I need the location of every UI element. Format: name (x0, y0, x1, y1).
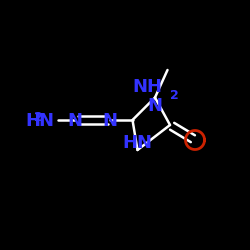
Text: 2: 2 (170, 89, 179, 102)
Text: 2: 2 (34, 111, 42, 124)
Text: HN: HN (122, 134, 152, 152)
Text: N: N (102, 112, 118, 130)
Text: H: H (25, 112, 40, 130)
Text: N: N (68, 112, 82, 130)
Text: NH: NH (132, 78, 162, 96)
Text: N: N (148, 97, 162, 115)
Text: N: N (39, 112, 54, 130)
